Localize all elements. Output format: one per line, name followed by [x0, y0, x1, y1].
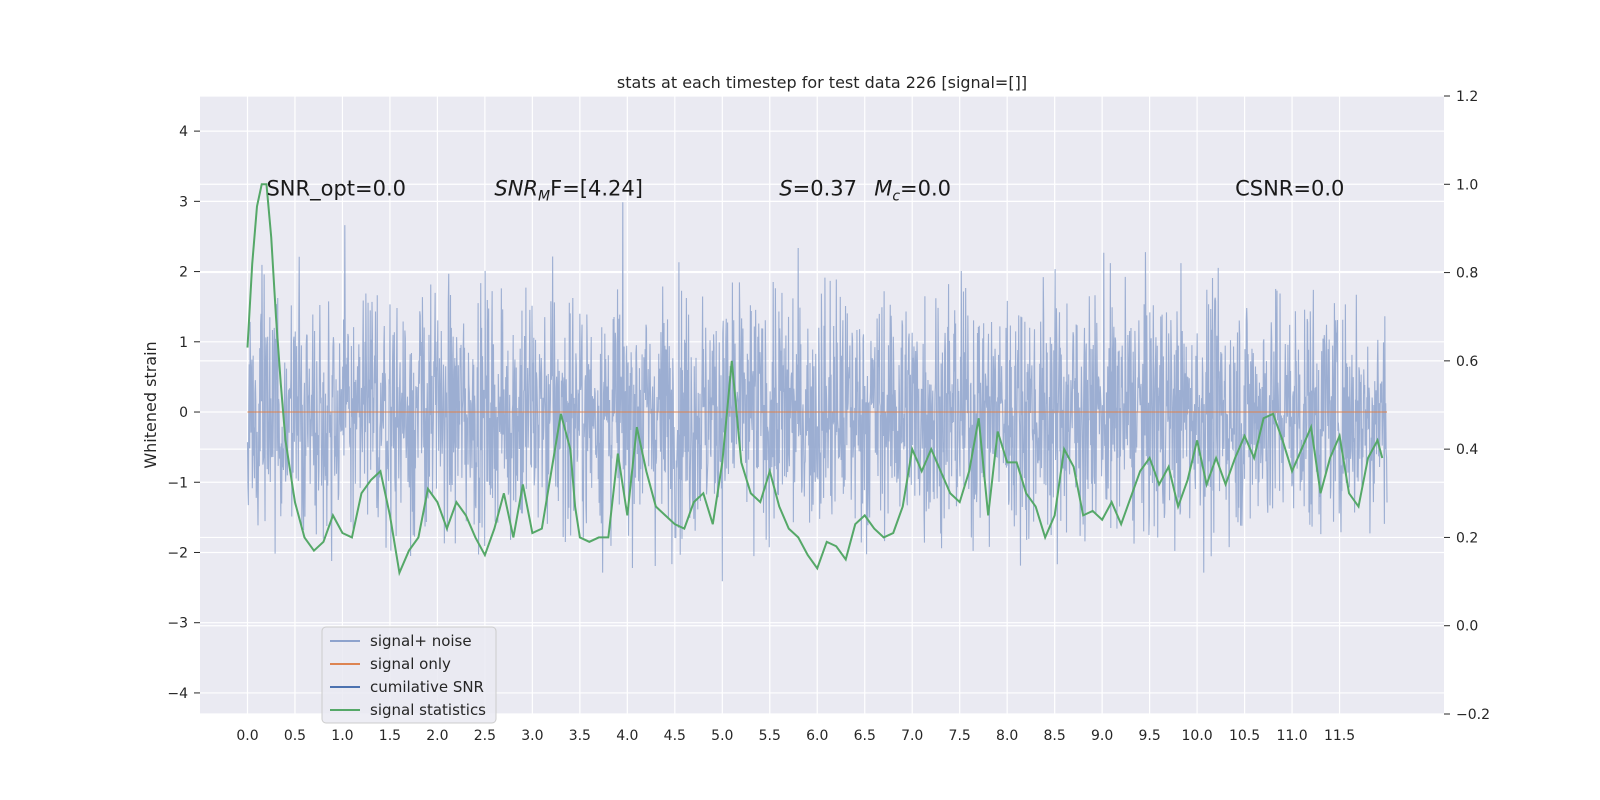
y-tick-label: −2 — [167, 545, 188, 561]
legend-label: cumilative SNR — [370, 678, 484, 696]
annotation-rest: F=[4.24] — [550, 176, 643, 200]
annotation-main: SNR — [494, 176, 538, 200]
annotation-csnr: CSNR=0.0 — [1235, 176, 1344, 200]
y-tick-label: 3 — [179, 194, 188, 210]
x-tick-label: 4.0 — [616, 728, 638, 744]
signal-statistics-line — [246, 183, 1384, 577]
x-tick-label: 0.5 — [284, 728, 306, 744]
x-tick-label: 10.5 — [1229, 728, 1260, 744]
y2-tick-label: 0.6 — [1456, 354, 1478, 370]
noise-trace — [246, 202, 1388, 582]
x-tick-label: 0.0 — [236, 728, 258, 744]
x-tick-label: 5.5 — [759, 728, 781, 744]
y-tick-label: −1 — [167, 475, 188, 491]
x-tick-label: 8.0 — [996, 728, 1018, 744]
series-lines — [246, 183, 1388, 577]
y2-tick-label: 0.4 — [1456, 442, 1478, 458]
y-tick-label: 4 — [179, 124, 188, 140]
x-tick-label: 1.5 — [379, 728, 401, 744]
x-tick-label: 8.5 — [1044, 728, 1066, 744]
annotation-main: CSNR=0.0 — [1235, 176, 1344, 200]
annotation-main: M — [874, 176, 892, 200]
annotation-rest: =0.0 — [900, 176, 951, 200]
annotation-snr-opt: SNR_opt=0.0 — [266, 176, 406, 201]
annotation-subscript: c — [892, 188, 900, 204]
y2-tick-label: 0.8 — [1456, 266, 1478, 282]
x-tick-label: 11.0 — [1276, 728, 1307, 744]
legend: signal+ noise signal only cumilative SNR si… — [321, 626, 497, 724]
y2-tick-label: 1.0 — [1456, 177, 1478, 193]
y-tick-label: −3 — [167, 616, 188, 632]
y-tick-label: 0 — [179, 405, 188, 421]
y2-tick-label: 1.2 — [1456, 89, 1478, 105]
x-tick-label: 6.0 — [806, 728, 828, 744]
x-tick-label: 3.0 — [521, 728, 543, 744]
y2-tick-label: 0.2 — [1456, 530, 1478, 546]
x-tick-label: 4.5 — [664, 728, 686, 744]
y2-tick-label: 0.0 — [1456, 619, 1478, 635]
annotation-snr-mf: SNRMF=[4.24] — [494, 176, 643, 204]
x-tick-label: 1.0 — [331, 728, 353, 744]
legend-box — [321, 626, 497, 724]
annotation-stat-mc: Mc=0.0 — [874, 176, 951, 204]
y-axis-label: Whitened strain — [141, 341, 160, 468]
x-tick-label: 9.0 — [1091, 728, 1113, 744]
annotation-main: SNR_opt=0.0 — [266, 176, 406, 201]
annotations: SNR_opt=0.0 SNRMF=[4.24] S=0.37 Mc=0.0 CSNR=… — [266, 176, 1344, 204]
x-tick-label: 7.0 — [901, 728, 923, 744]
chart-title: stats at each timestep for test data 226… — [617, 73, 1027, 92]
legend-label: signal only — [370, 655, 451, 673]
x-tick-label: 7.5 — [949, 728, 971, 744]
legend-label: signal statistics — [370, 701, 486, 719]
annotation-main: S — [779, 176, 792, 200]
x-tick-label: 11.5 — [1324, 728, 1355, 744]
x-tick-label: 5.0 — [711, 728, 733, 744]
x-tick-label: 2.5 — [474, 728, 496, 744]
series-signal-noise — [246, 202, 1388, 582]
y-tick-label: 2 — [179, 265, 188, 281]
y2-tick-label: −0.2 — [1456, 707, 1490, 723]
axes: 0.0 0.5 1.0 1.5 2.0 2.5 3.0 3.5 4.0 4.5 5.0 5.5 6.0 6… — [167, 89, 1490, 744]
annotation-stat-s: S=0.37 — [779, 176, 857, 200]
annotation-subscript: M — [538, 188, 550, 204]
y-tick-label: −4 — [167, 686, 188, 702]
x-tick-label: 6.5 — [854, 728, 876, 744]
x-tick-label: 9.5 — [1138, 728, 1160, 744]
y-tick-label: 1 — [179, 335, 188, 351]
x-tick-label: 2.0 — [426, 728, 448, 744]
x-tick-label: 10.0 — [1182, 728, 1213, 744]
legend-label: signal+ noise — [370, 632, 472, 650]
annotation-rest: =0.37 — [793, 176, 857, 200]
x-tick-label: 3.5 — [569, 728, 591, 744]
grid — [200, 95, 1444, 715]
